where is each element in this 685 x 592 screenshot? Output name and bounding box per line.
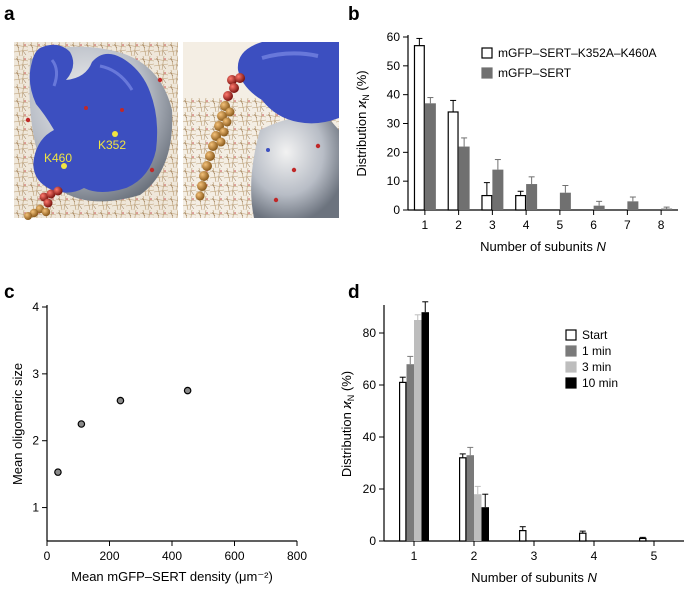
y-tick-label: 4: [32, 300, 39, 314]
x-tick-label: 0: [44, 549, 51, 563]
panel-letter-d: d: [348, 282, 360, 303]
bar: [399, 381, 407, 542]
bar: [515, 194, 527, 211]
bar: [481, 194, 493, 211]
x-tick-label: 2: [471, 549, 478, 563]
x-axis-label: Number of subunits N: [480, 239, 606, 254]
panel-a-image: K460 K352: [14, 42, 339, 220]
bar: [459, 457, 467, 542]
y-tick-label: 0: [393, 203, 400, 217]
legend-swatch: [481, 47, 493, 59]
y-tick-label: 40: [387, 88, 401, 102]
bar: [414, 320, 422, 541]
x-tick-label: 400: [162, 549, 182, 563]
panel-letter-b: b: [348, 4, 360, 25]
residue-marker-k352: [112, 131, 118, 137]
bar: [421, 312, 429, 541]
x-tick-label: 800: [287, 549, 307, 563]
y-tick-label: 60: [387, 30, 401, 44]
x-axis-label: Number of subunits N: [471, 570, 597, 585]
y-tick-label: 50: [387, 59, 401, 73]
y-tick-label: 20: [363, 482, 377, 496]
legend-label: 10 min: [582, 376, 618, 390]
bar: [424, 103, 436, 210]
y-tick-label: 2: [32, 434, 39, 448]
y-tick-label: 10: [387, 174, 401, 188]
x-tick-label: 1: [411, 549, 418, 563]
label-k460: K460: [44, 151, 72, 165]
x-tick-label: 5: [651, 549, 658, 563]
legend-swatch: [481, 67, 493, 79]
x-axis-label: Mean mGFP–SERT density (μm⁻²): [71, 569, 273, 584]
legend-swatch: [565, 377, 577, 389]
bar: [458, 146, 470, 210]
bar: [559, 192, 571, 210]
bar: [492, 169, 504, 210]
y-axis-label: Mean oligomeric size: [10, 363, 25, 485]
lipid-molecule-right: [195, 73, 245, 201]
y-tick-label: 30: [387, 117, 401, 131]
lipid-molecule-left: [24, 186, 63, 220]
scatter-point: [54, 468, 62, 476]
scatter-point: [183, 386, 192, 395]
bar: [447, 111, 459, 211]
y-tick-label: 20: [387, 145, 401, 159]
bar: [466, 455, 474, 541]
legend-swatch: [565, 361, 577, 373]
y-axis-label: Distribution ϰN (%): [339, 371, 356, 477]
residue-marker-k460: [61, 163, 67, 169]
label-k352: K352: [98, 138, 126, 152]
y-axis-label: Distribution ϰN (%): [354, 70, 371, 176]
legend-swatch: [565, 329, 577, 341]
x-tick-label: 3: [489, 218, 496, 232]
legend-label: 3 min: [582, 360, 611, 374]
x-tick-label: 2: [455, 218, 462, 232]
bar: [413, 45, 425, 211]
bar: [661, 208, 673, 210]
scatter-point: [77, 420, 86, 428]
scatter-point: [116, 396, 125, 405]
x-tick-label: 7: [624, 218, 631, 232]
bar: [638, 537, 647, 542]
y-tick-label: 1: [32, 501, 39, 515]
x-tick-label: 3: [531, 549, 538, 563]
chart-panel-c: 1 2 3 4 0 200 400 600 800 Mean oligomeric size Mea…: [10, 300, 307, 584]
legend-label: mGFP–SERT: [498, 66, 572, 80]
y-tick-label: 80: [363, 326, 377, 340]
bar: [627, 201, 639, 210]
electrostatic-surface-right: [237, 42, 339, 124]
legend-label: Start: [582, 328, 608, 342]
chart-panel-b: 0 10 20 30 40 50 60 1 2 3 4 5 6 7 8 mGFP–SERT–K352A–K46…: [354, 30, 678, 254]
panel-letter-c: c: [4, 282, 15, 303]
bar: [578, 532, 587, 542]
bar: [593, 205, 605, 210]
bar: [526, 184, 538, 210]
y-tick-label: 40: [363, 430, 377, 444]
chart-panel-d: 0 20 40 60 80 1 2 3 4 5 Start 1 min 3 min 10 min Distr…: [339, 301, 684, 585]
y-tick-label: 0: [369, 534, 376, 548]
bar: [474, 494, 482, 541]
x-tick-label: 8: [658, 218, 665, 232]
x-tick-label: 200: [99, 549, 119, 563]
x-tick-label: 600: [224, 549, 244, 563]
bar: [518, 529, 527, 542]
bar: [406, 364, 414, 541]
x-tick-label: 6: [590, 218, 597, 232]
x-tick-label: 1: [422, 218, 429, 232]
panel-letter-a: a: [4, 4, 15, 25]
legend-label: 1 min: [582, 344, 611, 358]
legend-swatch: [565, 345, 577, 357]
legend-label: mGFP–SERT–K352A–K460A: [498, 46, 657, 60]
y-tick-label: 60: [363, 378, 377, 392]
x-tick-label: 4: [591, 549, 598, 563]
x-tick-label: 4: [523, 218, 530, 232]
bar: [481, 507, 489, 541]
y-tick-label: 3: [32, 367, 39, 381]
x-tick-label: 5: [557, 218, 564, 232]
